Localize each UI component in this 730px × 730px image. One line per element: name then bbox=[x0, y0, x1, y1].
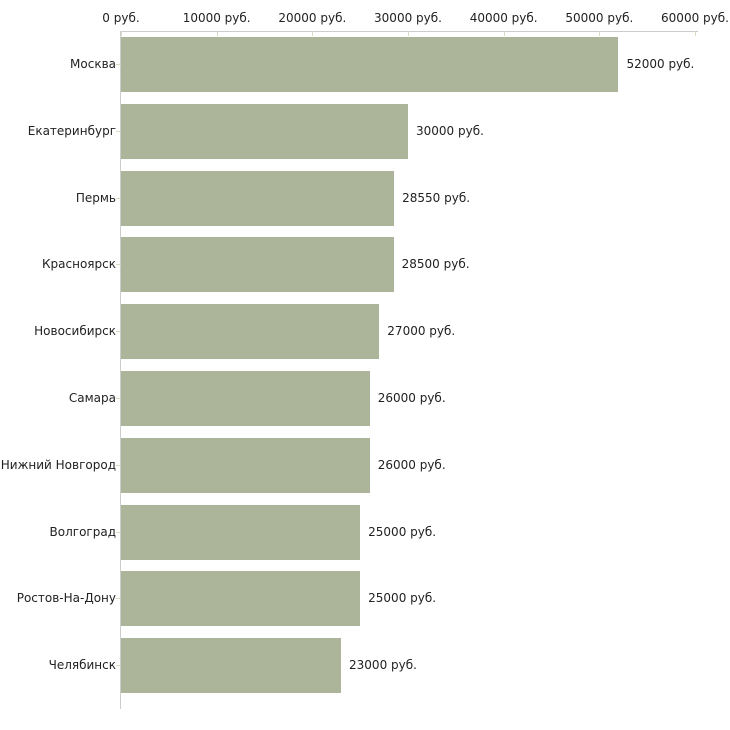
value-label: 25000 руб. bbox=[368, 524, 437, 539]
bar bbox=[121, 504, 361, 560]
bar-row: Новосибирск 27000 руб. bbox=[0, 304, 730, 360]
value-label: 27000 руб. bbox=[387, 324, 456, 339]
value-label: 30000 руб. bbox=[416, 123, 484, 138]
bar bbox=[121, 170, 395, 226]
x-tick-mark bbox=[408, 31, 409, 36]
category-tick-mark bbox=[116, 130, 122, 132]
category-label: Волгоград bbox=[49, 524, 116, 539]
category-label: Нижний Новгород bbox=[0, 457, 116, 472]
category-tick-mark bbox=[116, 464, 122, 466]
bar-row: Волгоград 25000 руб. bbox=[0, 504, 730, 560]
x-tick-label: 20000 руб. bbox=[278, 11, 347, 25]
category-tick-mark bbox=[116, 264, 122, 266]
bar-row: Екатеринбург 30000 руб. bbox=[0, 103, 730, 159]
x-tick-label: 60000 руб. bbox=[661, 11, 729, 25]
bar bbox=[121, 638, 342, 694]
category-tick-mark bbox=[116, 398, 122, 399]
bar bbox=[121, 371, 370, 426]
y-axis-line bbox=[120, 31, 121, 709]
bar bbox=[121, 304, 380, 360]
bar-row: Самара 26000 руб. bbox=[0, 371, 730, 426]
value-label: 25000 руб. bbox=[368, 591, 437, 606]
x-tick-mark bbox=[503, 31, 505, 36]
x-tick-mark bbox=[216, 31, 218, 36]
bar bbox=[121, 237, 394, 293]
category-label: Пермь bbox=[75, 190, 116, 205]
category-label: Самара bbox=[68, 391, 116, 405]
category-tick-mark bbox=[116, 331, 122, 333]
bar-row: Пермь 28550 руб. bbox=[0, 170, 730, 226]
bar-row: Нижний Новгород 26000 руб. bbox=[0, 437, 730, 493]
value-label: 26000 руб. bbox=[377, 391, 446, 405]
value-label: 23000 руб. bbox=[349, 658, 417, 673]
bar-row: Москва 52000 руб. bbox=[0, 37, 730, 92]
x-tick-mark bbox=[695, 31, 696, 36]
x-tick-mark bbox=[312, 31, 314, 36]
category-label: Екатеринбург bbox=[27, 123, 116, 138]
category-label: Москва bbox=[70, 57, 116, 71]
category-tick-mark bbox=[116, 64, 122, 65]
category-tick-mark bbox=[116, 197, 122, 199]
category-tick-mark bbox=[116, 665, 122, 667]
value-label: 28550 руб. bbox=[402, 190, 471, 205]
x-tick-label: 40000 руб. bbox=[469, 11, 538, 25]
value-label: 52000 руб. bbox=[626, 57, 695, 71]
x-axis-line bbox=[121, 31, 698, 32]
bar bbox=[121, 437, 370, 493]
x-tick-label: 10000 руб. bbox=[182, 11, 251, 25]
x-tick-mark bbox=[121, 31, 122, 36]
category-label: Новосибирск bbox=[34, 324, 116, 339]
bar-row: Ростов-На-Дону 25000 руб. bbox=[0, 571, 730, 627]
x-tick-label: 30000 руб. bbox=[374, 11, 442, 25]
x-tick-label: 50000 руб. bbox=[565, 11, 634, 25]
bar bbox=[121, 571, 361, 627]
bar-row: Красноярск 28500 руб. bbox=[0, 237, 730, 293]
bar-row: Челябинск 23000 руб. bbox=[0, 638, 730, 694]
x-tick-mark bbox=[599, 31, 601, 36]
bar bbox=[121, 103, 408, 159]
bar bbox=[121, 37, 619, 92]
value-label: 28500 руб. bbox=[401, 257, 470, 272]
category-tick-mark bbox=[116, 531, 122, 533]
x-tick-label: 0 руб. bbox=[102, 11, 140, 25]
category-label: Челябинск bbox=[48, 658, 116, 673]
category-label: Ростов-На-Дону bbox=[16, 591, 116, 606]
category-label: Красноярск bbox=[42, 257, 116, 272]
value-label: 26000 руб. bbox=[377, 457, 446, 472]
category-tick-mark bbox=[116, 598, 122, 600]
